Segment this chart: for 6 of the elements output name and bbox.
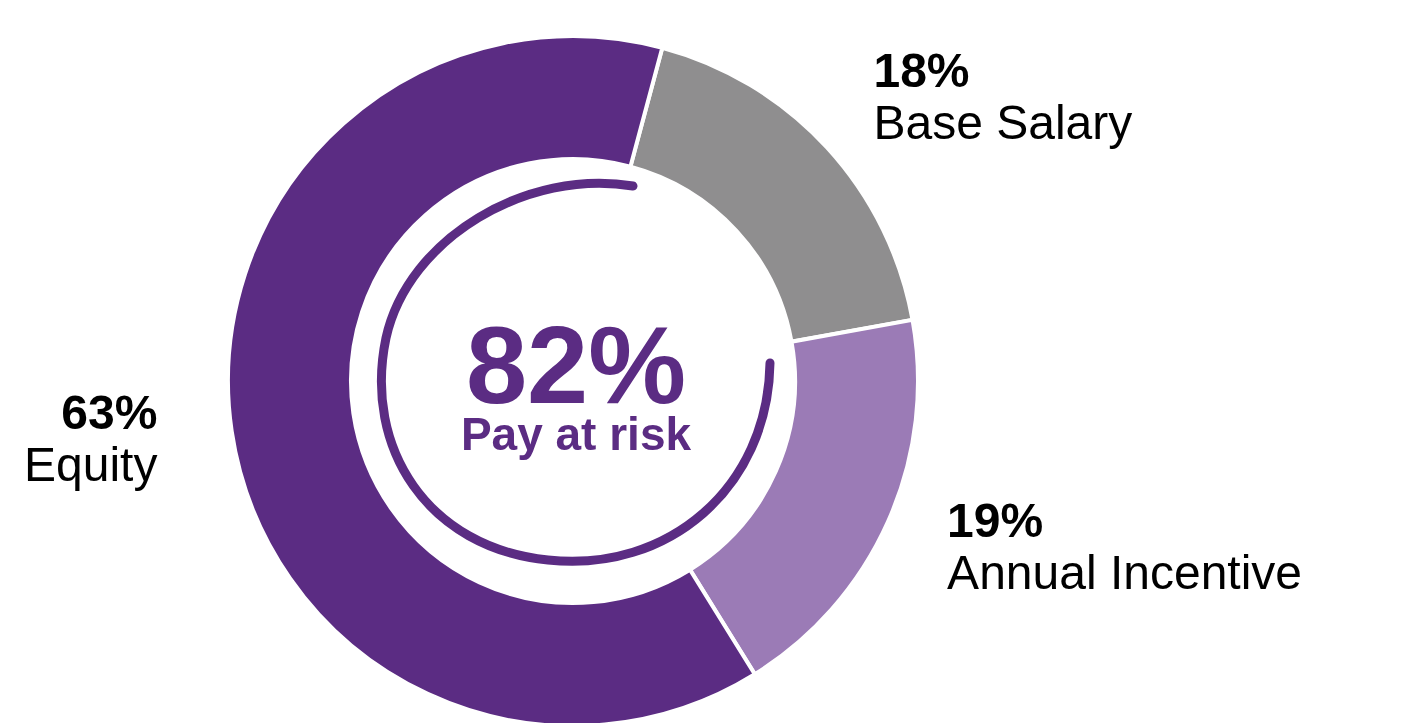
data-label: 18% bbox=[873, 44, 970, 98]
slice-label: Base Salary bbox=[873, 96, 1133, 150]
slice-label: Equity bbox=[24, 437, 158, 491]
slice-label: Annual Incentive bbox=[947, 545, 1303, 599]
data-label: 19% bbox=[947, 493, 1044, 547]
data-label: 63% bbox=[61, 385, 158, 439]
